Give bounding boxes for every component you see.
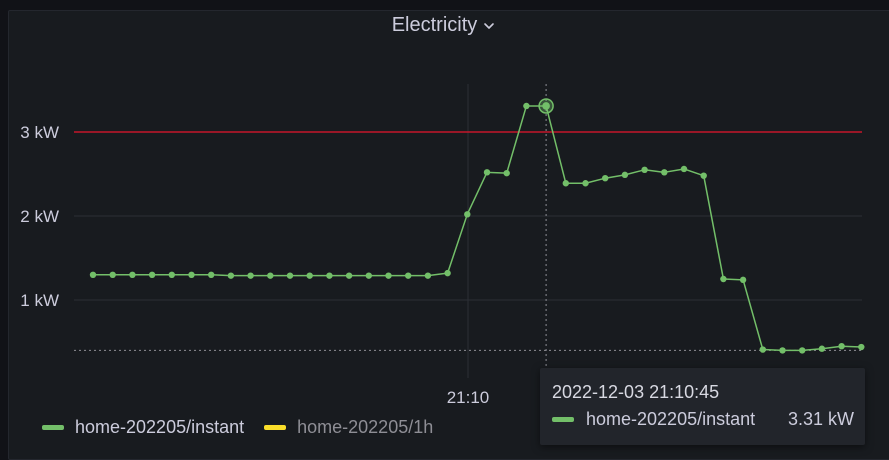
data-point <box>267 272 274 279</box>
data-point <box>858 343 865 351</box>
data-point <box>89 271 97 278</box>
y-tick-label: 2 kW <box>20 207 59 226</box>
tooltip-row: home-202205/instant 3.31 kW <box>552 409 854 430</box>
legend-item-1h[interactable]: home-202205/1h <box>264 417 433 438</box>
data-point <box>483 169 491 176</box>
series-line-instant <box>93 105 862 352</box>
data-point <box>385 272 392 279</box>
data-point <box>168 271 175 278</box>
tooltip-swatch <box>552 417 574 422</box>
data-point <box>227 272 235 279</box>
grid-layer <box>74 84 862 378</box>
data-point <box>306 272 313 279</box>
data-point <box>464 211 471 218</box>
legend-label: home-202205/instant <box>75 416 245 437</box>
highlighted-point-core <box>542 102 550 110</box>
tooltip-time: 2022-12-03 21:10:45 <box>552 382 720 402</box>
data-point <box>562 180 569 187</box>
data-point <box>424 272 432 279</box>
data-point <box>148 271 156 278</box>
x-tick-label: 21:10 <box>447 388 490 407</box>
data-point <box>208 271 215 278</box>
y-tick-label: 1 kW <box>20 291 59 310</box>
data-point <box>444 269 451 277</box>
data-point <box>523 102 530 110</box>
data-point <box>621 171 629 179</box>
data-point <box>326 272 333 279</box>
y-tick-label: 3 kW <box>20 123 59 142</box>
data-point <box>129 271 136 278</box>
data-point <box>602 175 609 182</box>
data-point <box>779 347 786 354</box>
data-point <box>838 343 845 350</box>
data-point <box>582 180 589 187</box>
data-point <box>661 169 668 176</box>
data-point <box>405 272 412 279</box>
legend-item-instant[interactable]: home-202205/instant <box>42 417 244 438</box>
data-point <box>503 169 510 177</box>
series-layer <box>89 98 865 354</box>
data-point <box>700 172 707 179</box>
data-point <box>365 272 372 279</box>
data-point <box>799 347 806 354</box>
data-point <box>720 275 727 283</box>
panel-title[interactable]: Electricity <box>391 14 478 36</box>
chevron-down-icon[interactable] <box>481 18 497 34</box>
legend-label: home-202205/1h <box>297 416 434 437</box>
data-point <box>286 272 294 279</box>
data-point <box>818 345 826 352</box>
tooltip-value: 3.31 kW <box>787 409 854 429</box>
data-point <box>188 271 195 278</box>
data-point <box>247 272 254 279</box>
chart-legend: home-202205/instant home-202205/1h <box>42 416 433 438</box>
hover-tooltip: 2022-12-03 21:10:45 home-202205/instant … <box>540 368 865 445</box>
hover-layer <box>74 84 862 378</box>
data-point <box>641 166 648 173</box>
data-point <box>759 346 766 353</box>
data-point <box>345 272 353 279</box>
tooltip-series: home-202205/instant <box>586 409 756 429</box>
tick-layer: 1 kW 2 kW 3 kW 21:10 <box>20 123 489 407</box>
panel-title-wrap[interactable]: Electricity <box>0 12 889 38</box>
legend-swatch <box>42 424 64 430</box>
data-point <box>739 276 747 284</box>
legend-swatch <box>264 424 287 430</box>
data-point <box>109 271 116 278</box>
data-point <box>680 165 688 173</box>
chart-plot: 1 kW 2 kW 3 kW 21:10 <box>20 84 865 407</box>
